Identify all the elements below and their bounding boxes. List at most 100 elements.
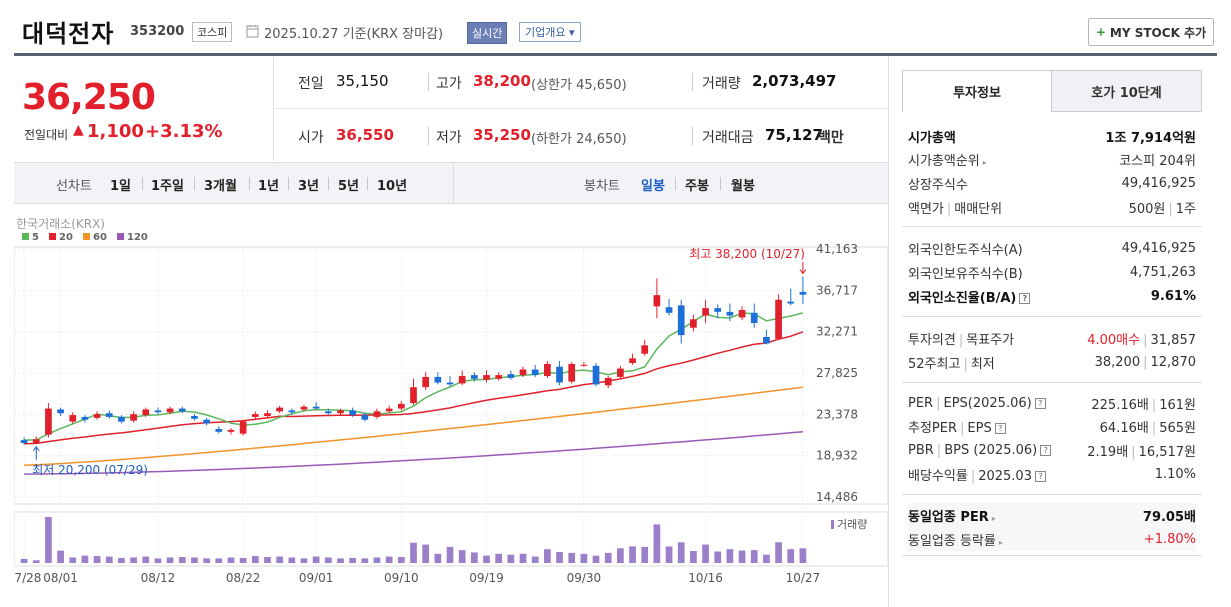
period-1d[interactable]: 1일 <box>110 179 132 194</box>
change-label: 전일대비 <box>24 128 69 142</box>
candle-monthly[interactable]: 월봉 <box>731 179 755 194</box>
my-stock-add-button[interactable]: + MY STOCK 추가 <box>1088 18 1214 46</box>
divider <box>328 177 329 190</box>
volume-bar <box>458 550 466 563</box>
line-chart-tab[interactable]: 선차트 <box>56 179 92 194</box>
tab-investment-info[interactable]: 투자정보 <box>902 70 1052 112</box>
help-icon[interactable]: ? <box>1040 444 1052 456</box>
sector-change-row[interactable]: 동일업종 등락률 ▸ +1.80% <box>908 527 1196 551</box>
header-divider <box>14 53 1217 56</box>
price-summary <box>14 57 274 161</box>
candle-body <box>629 358 636 364</box>
help-icon[interactable]: ? <box>1034 470 1046 482</box>
market-badge: 코스피 <box>192 22 233 42</box>
period-1w[interactable]: 1주일 <box>151 179 184 194</box>
volume-bar <box>276 556 283 563</box>
market-cap-value: 1조 7,914억원 <box>1105 130 1196 146</box>
market-cap-rank-row[interactable]: 시가총액순위 ▸ 코스피 204위 <box>908 147 1196 171</box>
volume-bar <box>385 556 393 563</box>
candle-body <box>324 411 332 414</box>
foreign-hold-label: 외국인보유주식수(B) <box>908 266 1023 282</box>
period-3y[interactable]: 3년 <box>298 179 320 194</box>
prev-close-value: 35,150 <box>336 72 389 90</box>
candle-body <box>446 382 454 385</box>
divider <box>249 177 250 190</box>
volume-bar <box>349 557 357 563</box>
volume-bar <box>57 550 64 563</box>
volume-bar <box>361 558 369 563</box>
volume-panel-border <box>14 511 888 567</box>
candle-body <box>81 416 89 420</box>
volume-bar <box>239 557 247 563</box>
current-price: 36,250 <box>22 77 156 118</box>
volume-bar <box>580 553 588 563</box>
x-tick-label: 08/22 <box>226 571 261 585</box>
realtime-button[interactable]: 실시간 <box>467 22 508 44</box>
volume-bar <box>665 546 673 563</box>
x-tick-label: 10/27 <box>786 571 821 585</box>
foreign-hold-row: 외국인보유주식수(B) 4,751,263 <box>908 260 1196 284</box>
tab-order-book[interactable]: 호가 10단계 <box>1051 70 1202 112</box>
volume-bar <box>324 557 332 563</box>
par-row: 액면가 | 매매단위 500원 | 1주 <box>908 201 1196 217</box>
foreign-ratio-label: 외국인소진율(B/A) <box>908 290 1017 306</box>
period-5y[interactable]: 5년 <box>338 179 360 194</box>
open-label: 시가 <box>298 130 324 146</box>
legend-swatch <box>22 233 29 240</box>
volume-bar <box>726 549 734 563</box>
volume-bar <box>531 556 539 563</box>
candle-body <box>665 307 673 313</box>
period-3m[interactable]: 3개월 <box>204 179 237 194</box>
volume-bar <box>617 548 624 563</box>
volume-label: 거래량 <box>702 76 741 92</box>
candle-body <box>604 377 612 386</box>
legend-label: 120 <box>127 232 148 243</box>
low-value: 35,250 <box>473 126 531 144</box>
sector-per-label[interactable]: 동일업종 PER <box>908 509 989 525</box>
candle-body <box>617 368 624 377</box>
divider <box>902 555 1202 556</box>
sector-change-label[interactable]: 동일업종 등락률 <box>908 533 996 549</box>
est-per-label: 추정PER <box>908 420 958 436</box>
volume-bar <box>154 558 162 563</box>
calendar-icon <box>246 25 259 38</box>
candle-weekly[interactable]: 주봉 <box>685 179 709 194</box>
volume-bar <box>568 552 576 563</box>
volume-bar <box>702 544 709 563</box>
help-icon[interactable]: ? <box>994 422 1006 434</box>
volume-bar <box>300 558 308 563</box>
help-icon[interactable]: ? <box>1034 397 1046 409</box>
x-tick-label: 08/01 <box>43 571 78 585</box>
candle-body <box>312 406 320 409</box>
candle-body <box>191 415 198 419</box>
my-stock-label: MY STOCK 추가 <box>1109 25 1207 40</box>
candle-body <box>93 414 101 418</box>
ma120-line <box>24 431 803 475</box>
candle-chart-tab[interactable]: 봉차트 <box>584 179 620 194</box>
volume-bar <box>118 557 125 563</box>
period-1y[interactable]: 1년 <box>258 179 280 194</box>
candle-body <box>787 301 795 304</box>
date-label: 2025.10.27 기준(KRX 장마감) <box>264 27 444 42</box>
volume-bar <box>397 557 405 563</box>
period-10y[interactable]: 10년 <box>377 179 408 194</box>
candle-body <box>32 439 40 443</box>
candle-body <box>470 375 478 379</box>
candle-body <box>264 413 271 416</box>
candle-body <box>507 374 515 378</box>
high-value: 38,200 <box>473 72 531 90</box>
y-tick-label: 14,486 <box>816 490 858 504</box>
company-overview-dropdown[interactable]: 기업개요 ▾ <box>519 22 581 42</box>
candle-daily[interactable]: 일봉 <box>641 179 665 194</box>
candle-body <box>434 376 442 383</box>
per-value: 225.16배 <box>1091 397 1149 413</box>
candle-body <box>580 364 588 366</box>
sector-per-value: 79.05배 <box>1142 509 1196 525</box>
opinion-value: 4.00매수 <box>1087 332 1141 348</box>
up-arrow-icon: ▲ <box>73 122 84 138</box>
shares-row: 상장주식수 49,416,925 <box>908 171 1196 195</box>
sector-per-row[interactable]: 동일업종 PER ▸ 79.05배 <box>908 503 1196 527</box>
rank-label[interactable]: 시가총액순위 <box>908 153 980 169</box>
help-icon[interactable]: ? <box>1019 292 1031 304</box>
